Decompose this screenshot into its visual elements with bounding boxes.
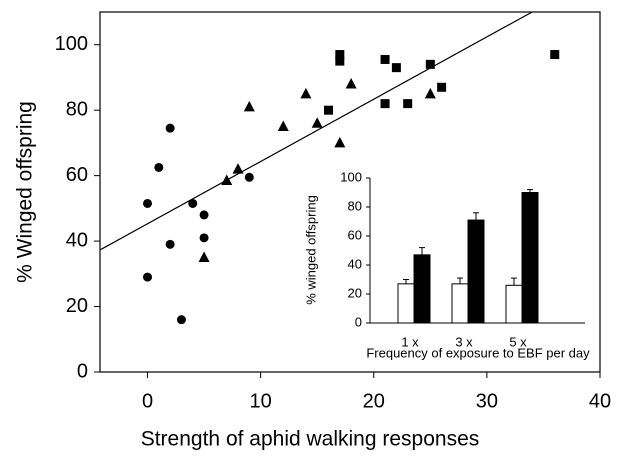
y-tick-label: 60: [66, 164, 88, 186]
point: [424, 87, 436, 99]
point: [143, 198, 153, 208]
x-axis-label: Frequency of exposure to EBF per day: [366, 345, 590, 360]
point: [198, 251, 210, 262]
y-tick-label: 0: [355, 314, 362, 329]
point: [311, 117, 323, 128]
x-axis-label: Strength of aphid walking responses: [141, 428, 480, 451]
y-tick-label: 0: [77, 360, 88, 382]
point: [188, 198, 198, 208]
point: [425, 59, 435, 69]
point: [324, 105, 334, 115]
bar: [505, 284, 523, 324]
x-tick-label: 5 x: [509, 334, 527, 349]
point: [221, 174, 233, 186]
y-tick-label: 100: [55, 33, 88, 55]
bar: [521, 192, 539, 324]
point: [154, 162, 164, 172]
point: [380, 99, 390, 109]
point: [380, 54, 390, 64]
point: [335, 56, 345, 66]
inset-background: [298, 165, 596, 365]
y-tick-label: 80: [348, 198, 362, 213]
x-tick-label: 0: [142, 390, 153, 412]
bar: [413, 254, 431, 324]
point: [143, 272, 153, 282]
x-tick-label: 10: [250, 390, 272, 412]
point: [550, 50, 560, 60]
y-tick-label: 20: [66, 295, 88, 317]
point: [176, 315, 186, 325]
point: [403, 99, 413, 109]
bar: [397, 283, 415, 324]
y-tick-label: 100: [340, 169, 362, 184]
point: [335, 50, 345, 60]
point: [300, 87, 312, 99]
point: [345, 78, 357, 89]
point: [277, 120, 289, 132]
x-tick-label: 1 x: [401, 334, 419, 349]
y-tick-label: 60: [348, 227, 362, 242]
point: [199, 233, 209, 243]
point: [199, 210, 209, 220]
point: [391, 63, 401, 73]
y-tick-label: 40: [348, 256, 362, 271]
x-tick-label: 40: [589, 390, 611, 412]
plot-frame: [99, 11, 601, 373]
point: [232, 163, 244, 174]
point: [244, 172, 254, 182]
x-tick-label: 20: [363, 390, 385, 412]
x-tick-label: 3 x: [455, 334, 473, 349]
point: [437, 82, 447, 92]
point: [334, 136, 346, 148]
x-tick-label: 30: [476, 390, 498, 412]
y-tick-label: 40: [66, 229, 88, 251]
y-axis-label: % Winged offspring: [14, 101, 37, 283]
y-axis-label: % winged offspring: [303, 195, 318, 305]
bar: [467, 219, 485, 324]
trend-line: [99, 11, 533, 251]
bar: [451, 283, 469, 324]
y-tick-label: 80: [66, 98, 88, 120]
point: [165, 123, 175, 133]
y-tick-label: 20: [348, 285, 362, 300]
point: [165, 239, 175, 249]
point: [243, 100, 255, 112]
